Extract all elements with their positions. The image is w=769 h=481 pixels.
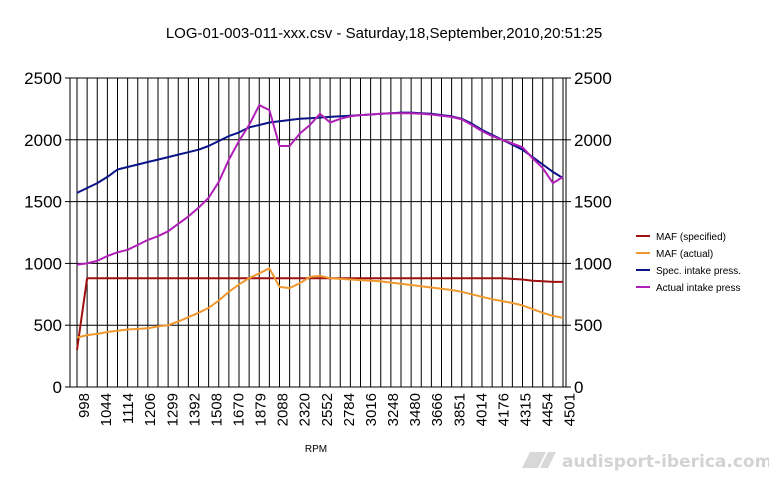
y-tick-label: 1500	[24, 193, 62, 212]
x-tick-label: 1044	[98, 393, 115, 426]
legend-label: MAF (specified)	[656, 232, 726, 243]
x-axis: 998 1044 1114 1206 1299 1392 1508 1670 1879 2088 2…	[76, 393, 579, 426]
x-tick-label: 2088	[275, 393, 292, 426]
x-tick-label: 2552	[319, 393, 336, 426]
x-tick-label: 2320	[297, 393, 314, 426]
x-tick-label: 1299	[164, 393, 181, 426]
y-axis-right: 0 500 1000 1500 2000 2500	[566, 69, 612, 397]
x-tick-label: 1392	[186, 393, 203, 426]
x-tick-label: 4315	[517, 393, 534, 426]
series-lines	[76, 104, 564, 351]
series-line-4	[76, 104, 564, 266]
y-axis-left: 0 500 1000 1500 2000 2500	[24, 69, 70, 397]
x-axis-label: RPM	[305, 444, 327, 455]
x-tick-label: 3480	[407, 393, 424, 426]
y-tick-label: 0	[53, 378, 62, 397]
x-tick-label: 3851	[451, 393, 468, 426]
y-tick-label: 2000	[24, 131, 62, 150]
plot-frame	[69, 77, 567, 388]
y-tick-label: 2500	[24, 69, 62, 88]
y-tick-label-right: 2000	[574, 131, 612, 150]
series-line-2	[76, 267, 564, 339]
x-tick-label: 4176	[495, 393, 512, 426]
x-tick-label: 3666	[429, 393, 446, 426]
legend-label: Actual intake press	[656, 283, 741, 294]
y-tick-label-right: 1000	[574, 254, 612, 273]
y-tick-label-right: 0	[574, 378, 583, 397]
x-tick-label: 1879	[253, 393, 270, 426]
watermark: audisport-iberica.com	[522, 452, 769, 472]
x-tick-label: 4501	[562, 393, 579, 426]
x-tick-label: 4014	[473, 393, 490, 426]
x-tick-label: 998	[76, 393, 93, 418]
y-tick-label-right: 2500	[574, 69, 612, 88]
chart-grid	[70, 77, 566, 388]
series-line-3	[76, 111, 564, 194]
x-tick-label: 2784	[341, 393, 358, 426]
x-tick-label: 1114	[120, 393, 137, 424]
y-tick-label: 500	[34, 316, 62, 335]
series-line-1	[76, 277, 563, 351]
legend-label: Spec. intake press.	[656, 266, 741, 277]
y-tick-label-right: 500	[574, 316, 602, 335]
x-tick-label: 1670	[231, 393, 248, 426]
watermark-text: audisport-iberica.com	[562, 452, 769, 472]
legend: MAF (specified) MAF (actual) Spec. intake …	[636, 232, 741, 294]
x-tick-label: 3016	[363, 393, 380, 426]
x-tick-label: 1508	[208, 393, 225, 426]
y-tick-label: 1000	[24, 254, 62, 273]
x-tick-label: 4454	[540, 393, 557, 426]
x-tick-label: 1206	[142, 393, 159, 426]
x-tick-label: 3248	[385, 393, 402, 426]
y-tick-label-right: 1500	[574, 193, 612, 212]
legend-label: MAF (actual)	[656, 249, 713, 260]
watermark-logo-icon	[522, 452, 556, 468]
chart-title: LOG-01-003-011-xxx.csv - Saturday,18,Sep…	[166, 25, 602, 42]
